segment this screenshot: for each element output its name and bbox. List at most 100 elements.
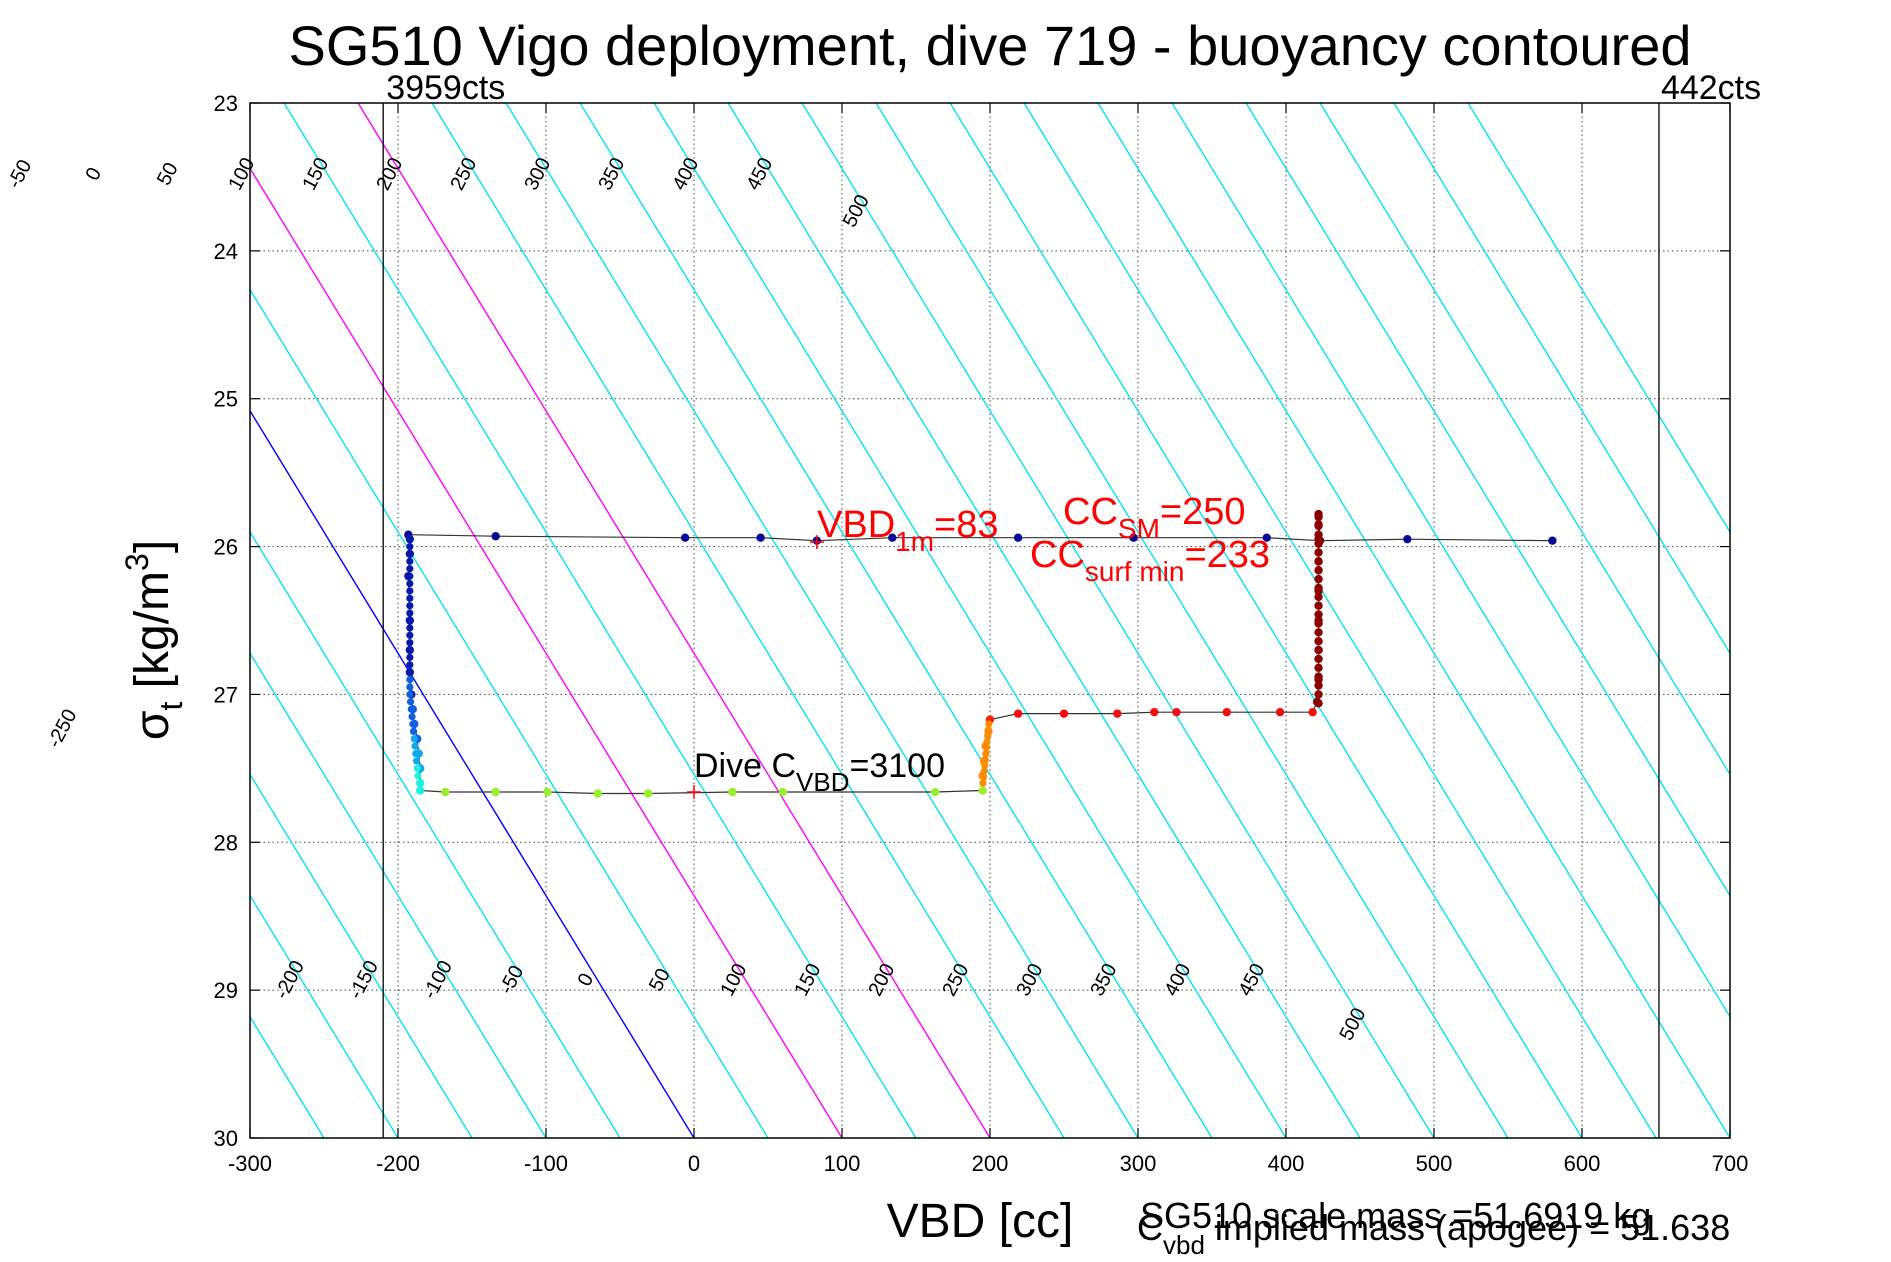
- contour-label-top: 0: [82, 164, 107, 184]
- trace-point: [984, 726, 992, 734]
- trace-point: [408, 713, 416, 721]
- contour-line: [1467, 103, 1730, 534]
- y-label-unit: [kg/m: [126, 571, 179, 702]
- dive-cvbd-main: Dive C: [694, 747, 796, 785]
- trace-point: [1314, 654, 1323, 664]
- contour-line: [801, 103, 1435, 1138]
- axis-ticks: -300 -200 -100 0 100 200 300 400 500 600 700 23 24 25…: [214, 91, 1749, 1176]
- trace-point: [1262, 533, 1271, 542]
- x-tick-label: -200: [376, 1151, 420, 1176]
- trace-point: [414, 772, 422, 780]
- trace-point: [1314, 672, 1323, 681]
- trace-point: [981, 761, 989, 770]
- contour-label-left: -250: [43, 706, 81, 752]
- vbd-1m-sub: 1m: [895, 526, 934, 557]
- trace-point: [985, 720, 993, 728]
- trace-point: [1314, 663, 1323, 673]
- cc-surf-min-annotation: CCsurf min=233: [1030, 534, 1270, 587]
- trace-point: [1275, 707, 1285, 717]
- trace-point: [728, 787, 737, 797]
- trace-point: [491, 532, 500, 541]
- implied-mass-text: Cvbd implied mass (apogee) = 51.638: [1137, 1207, 1730, 1260]
- trace-point: [407, 705, 415, 713]
- trace-point: [979, 779, 987, 787]
- contour-line: [0, 103, 102, 1138]
- dive-trace: [404, 509, 1557, 798]
- vbd-limit-lines: 3959cts 442cts: [382, 69, 1761, 1138]
- trace-point: [1314, 619, 1323, 628]
- x-tick-label: 200: [972, 1151, 1009, 1176]
- trace-point: [680, 533, 690, 542]
- contour-line: [875, 103, 1509, 1138]
- trace-point: [1314, 645, 1323, 655]
- trace-point: [406, 653, 414, 662]
- x-axis-label: VBD [cc]: [887, 1195, 1074, 1248]
- dive-cvbd-sub: VBD: [796, 767, 849, 797]
- trace-point: [409, 720, 417, 728]
- x-tick-label: 600: [1564, 1151, 1601, 1176]
- trace-point: [1314, 530, 1323, 539]
- contour-line: [653, 103, 1287, 1138]
- contour-line: [250, 530, 621, 1138]
- cc-surf-value: =233: [1184, 534, 1270, 576]
- trace-point: [406, 698, 415, 706]
- trace-point: [406, 661, 414, 669]
- trace-point: [982, 744, 991, 752]
- trace-line: [420, 789, 446, 793]
- trace-point: [1314, 610, 1323, 619]
- trace-point: [1314, 628, 1323, 637]
- cc-surf-sub: surf min: [1085, 556, 1185, 587]
- trace-point: [406, 646, 414, 654]
- trace-point: [756, 533, 765, 542]
- trace-point: [980, 767, 988, 775]
- trace-point: [406, 535, 414, 543]
- markers: [687, 535, 824, 800]
- trace-point: [1113, 709, 1122, 718]
- scale-mass-text: SG510 scale mass =51.6919 kg: [1140, 1195, 1651, 1236]
- trace-point: [643, 789, 653, 798]
- trace-point: [406, 668, 414, 676]
- trace-point: [413, 764, 421, 772]
- trace-point: [1129, 533, 1138, 542]
- trace-point: [406, 572, 414, 580]
- trace-point: [981, 755, 989, 764]
- trace-point: [406, 579, 414, 588]
- trace-point: [543, 787, 552, 797]
- trace-point: [1013, 709, 1023, 718]
- contour-line: [250, 167, 843, 1138]
- contour-line: [949, 103, 1583, 1138]
- y-label-sup: 3: [119, 553, 155, 571]
- contour-line: [505, 103, 1139, 1138]
- trace-point: [1308, 707, 1317, 717]
- grid-lines: [250, 103, 1730, 1138]
- implied-sub: vbd: [1163, 1230, 1205, 1260]
- trace-point: [406, 565, 414, 573]
- contour-line: [1245, 103, 1730, 897]
- trace-point: [406, 550, 414, 558]
- y-axis-label: σt [kg/m3]: [119, 540, 189, 740]
- vbd-1m-main: VBD: [817, 504, 895, 546]
- trace-point: [1314, 539, 1323, 548]
- trace-point: [1314, 690, 1323, 699]
- trace-point: [1314, 557, 1323, 566]
- vbd-1m-label: VBD1m=83: [817, 504, 999, 557]
- y-tick-label: 26: [214, 535, 238, 560]
- trace-point: [978, 786, 987, 795]
- y-tick-label: 27: [214, 682, 238, 707]
- x-tick-label: 700: [1712, 1151, 1749, 1176]
- trace-point: [1150, 707, 1159, 717]
- trace-point: [410, 735, 418, 743]
- trace-point: [1013, 533, 1023, 542]
- contour-line: [579, 103, 1213, 1138]
- contour-label-top: -50: [3, 156, 36, 192]
- buoyancy-contours: [0, 103, 1730, 1138]
- x-tick-label: 100: [824, 1151, 861, 1176]
- trace-point: [1222, 707, 1232, 717]
- trace-point: [406, 616, 414, 625]
- trace-point: [1314, 601, 1323, 610]
- contour-line: [283, 103, 917, 1138]
- x-tick-label: -300: [228, 1151, 272, 1176]
- contour-line: [250, 409, 695, 1138]
- dive-cvbd-label: Dive CVBD=3100: [694, 747, 945, 797]
- vbd-limit-label: 3959cts: [386, 69, 505, 107]
